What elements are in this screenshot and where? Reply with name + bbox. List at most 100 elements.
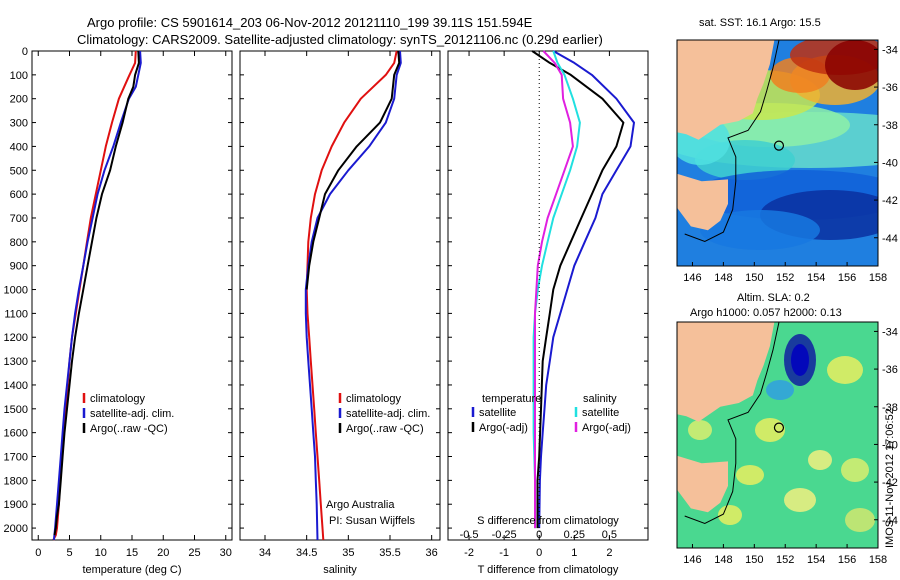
x-tick-label: -2 (464, 547, 474, 559)
x-tick-label: 158 (869, 272, 887, 284)
x-tick-label-s: 0 (536, 529, 542, 541)
x-axis-label: salinity (323, 564, 357, 576)
legend-title: salinity (583, 393, 617, 405)
shelf-contour (684, 40, 780, 243)
x-tick-label: 150 (745, 272, 763, 284)
sla-patch (845, 508, 875, 532)
map-frame (676, 321, 879, 549)
y-tick-label: -38 (882, 120, 898, 132)
legend-entry: Argo(..raw -QC) (90, 423, 168, 435)
sla-patch (755, 418, 785, 442)
x-tick-label: 10 (95, 547, 107, 559)
x-axis-label-top: S difference from climatology (477, 515, 619, 527)
y-tick-label: 1300 (4, 356, 28, 368)
y-tick-label: 400 (10, 141, 28, 153)
sla-patch (841, 458, 869, 482)
plot-frame (447, 50, 649, 541)
y-tick-label: 1000 (4, 285, 28, 297)
sla-patch (784, 488, 816, 512)
sla-map: 146 148 150 152 154 156 158 -34 -36 -38 -40 -42 -44 (676, 321, 898, 566)
y-tick-label: 1500 (4, 404, 28, 416)
legend-entry: satellite (582, 407, 619, 419)
y-tick-label: 1200 (4, 332, 28, 344)
x-tick-label: 158 (869, 554, 887, 566)
y-tick-label: -36 (882, 364, 898, 376)
y-tick-label: 700 (10, 213, 28, 225)
x-tick-label: -1 (499, 547, 509, 559)
y-tick-label: 300 (10, 118, 28, 130)
legend-entry: climatology (346, 393, 402, 405)
x-tick-label: 34 (259, 547, 271, 559)
legend-title: temperature (482, 393, 541, 405)
y-tick-label: -38 (882, 402, 898, 414)
figure-title-line2: Climatology: CARS2009. Satellite-adjuste… (77, 32, 603, 47)
y-tick-label: 1600 (4, 428, 28, 440)
x-tick-label: 154 (807, 554, 825, 566)
y-tick-label: 1100 (4, 308, 28, 320)
y-tick-label: 0 (22, 46, 28, 58)
map-field (677, 322, 878, 548)
x-axis-label: temperature (deg C) (82, 564, 181, 576)
y-tick-label: -44 (882, 233, 898, 245)
x-tick-label: 152 (776, 272, 794, 284)
sla-patch (736, 465, 764, 485)
series-line (531, 50, 625, 529)
shelf-contour (684, 322, 780, 525)
legend-entry: climatology (90, 393, 146, 405)
sla-patch (808, 450, 832, 470)
y-tick-label: -36 (882, 82, 898, 94)
sla-map-title-line2: Argo h1000: 0.057 h2000: 0.13 (690, 307, 842, 319)
x-tick-label: 152 (776, 554, 794, 566)
legend-entry: Argo(-adj) (479, 422, 528, 434)
y-tick-label: 500 (10, 165, 28, 177)
annotation-text: PI: Susan Wijffels (329, 515, 415, 527)
sla-patch (791, 344, 809, 376)
x-tick-label: 1 (571, 547, 577, 559)
x-tick-label: 15 (126, 547, 138, 559)
annotation-text: Argo Australia (326, 499, 395, 511)
series-line (53, 50, 140, 536)
x-tick-label: 0 (35, 547, 41, 559)
sst-map: 146 148 150 152 154 156 158 -34 -36 -38 -40 -42 -44 (676, 39, 898, 284)
x-tick-label: 148 (714, 272, 732, 284)
series-line (534, 50, 574, 529)
y-tick-label: 100 (10, 70, 28, 82)
x-tick-label: 35 (342, 547, 354, 559)
mainland (677, 40, 775, 140)
sla-patch (766, 380, 794, 400)
sla-map-title-line1: Altim. SLA: 0.2 (737, 292, 810, 304)
map-field (677, 40, 878, 266)
y-tick-label: -40 (882, 157, 898, 169)
y-tick-label: 1900 (4, 499, 28, 511)
y-tick-label: -42 (882, 195, 898, 207)
argo-position-marker (773, 422, 785, 433)
y-tick-label: 2000 (4, 523, 28, 535)
legend-entry: Argo(..raw -QC) (346, 423, 424, 435)
sst-patch (700, 210, 820, 250)
x-tick-label: 2 (606, 547, 612, 559)
x-tick-label: 148 (714, 554, 732, 566)
x-tick-label: 25 (188, 547, 200, 559)
argo-position-marker (773, 140, 785, 151)
legend-entry: satellite-adj. clim. (346, 408, 430, 420)
y-tick-label: -40 (882, 439, 898, 451)
salinity-profile-plot: 34 34.5 35 35.5 36 salinity climatology satelli… (239, 50, 441, 576)
sla-patch (718, 505, 742, 525)
x-tick-label: 150 (745, 554, 763, 566)
legend-entry: satellite-adj. clim. (90, 408, 174, 420)
legend-entry: satellite (479, 407, 516, 419)
sst-map-title: sat. SST: 16.1 Argo: 15.5 (699, 17, 821, 29)
series-line (532, 50, 581, 529)
sst-patch (825, 40, 878, 90)
y-tick-label: 200 (10, 94, 28, 106)
map-frame (676, 39, 879, 267)
legend-entry: Argo(-adj) (582, 422, 631, 434)
x-tick-label: 34.5 (296, 547, 317, 559)
x-tick-label: 0 (536, 547, 542, 559)
y-tick-label: -34 (882, 44, 898, 56)
y-tick-label: -44 (882, 515, 898, 527)
y-tick-label: 1700 (4, 452, 28, 464)
sla-patch (827, 356, 863, 384)
x-tick-label: 156 (838, 272, 856, 284)
